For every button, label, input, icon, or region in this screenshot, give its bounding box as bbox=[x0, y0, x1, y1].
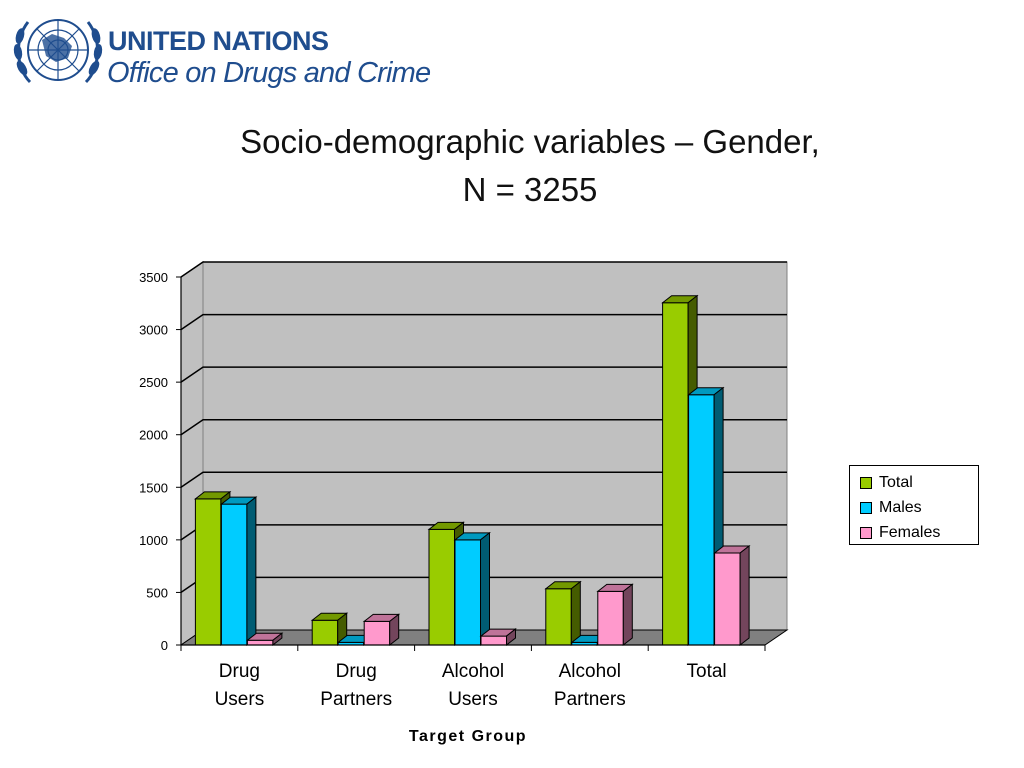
bar-front bbox=[194, 498, 222, 646]
gridline bbox=[180, 418, 787, 436]
slide-title-line-2: N = 3255 bbox=[462, 171, 598, 208]
y-tick-label: 2000 bbox=[139, 428, 168, 443]
legend-label: Males bbox=[879, 498, 922, 516]
y-tick-label: 3500 bbox=[139, 270, 168, 285]
legend-swatch bbox=[860, 476, 872, 489]
bar-front bbox=[662, 302, 689, 646]
x-tick-label: Users bbox=[215, 689, 265, 710]
legend-item: Females bbox=[860, 520, 978, 545]
bar bbox=[687, 386, 725, 647]
bar-side bbox=[246, 496, 257, 647]
bar-side bbox=[622, 583, 633, 647]
bar-side bbox=[506, 628, 516, 647]
legend-swatch bbox=[860, 526, 872, 539]
bar-front bbox=[714, 552, 741, 646]
chart-gridlines bbox=[180, 261, 787, 594]
y-tick-label: 1000 bbox=[139, 533, 168, 548]
y-tick-label: 3000 bbox=[139, 323, 168, 338]
bar-front bbox=[246, 639, 274, 646]
legend-item: Total bbox=[860, 470, 978, 495]
un-emblem-icon bbox=[13, 19, 103, 84]
bar-front bbox=[363, 620, 391, 646]
x-tick-label: Alcohol bbox=[559, 661, 621, 682]
x-tick-label: Drug bbox=[336, 661, 377, 682]
bar-front bbox=[480, 635, 507, 646]
bar bbox=[453, 531, 491, 647]
gridline bbox=[180, 471, 787, 488]
x-axis-title: Target Group bbox=[409, 728, 527, 745]
bar bbox=[362, 613, 401, 647]
bar-front bbox=[220, 503, 248, 646]
bar bbox=[544, 580, 582, 647]
bar-front bbox=[454, 539, 481, 646]
y-tick-label: 0 bbox=[161, 638, 168, 653]
bar-side bbox=[570, 580, 581, 647]
x-tick-label: Users bbox=[448, 689, 498, 710]
bar-front bbox=[545, 588, 572, 646]
bar-side bbox=[480, 531, 490, 647]
bar bbox=[245, 632, 284, 647]
gridline bbox=[180, 366, 787, 383]
x-tick-label: Total bbox=[687, 661, 727, 682]
unodc-logo: UNITED NATIONS Office on Drugs and Crime bbox=[12, 10, 452, 92]
bar bbox=[713, 544, 751, 647]
gridline bbox=[180, 261, 787, 278]
bar-side bbox=[739, 544, 750, 647]
bar-side bbox=[389, 613, 400, 647]
x-tick-label: Alcohol bbox=[442, 661, 504, 682]
bar bbox=[479, 628, 517, 647]
y-tick-label: 500 bbox=[146, 585, 168, 600]
bar-front bbox=[597, 590, 624, 646]
legend-label: Total bbox=[879, 473, 913, 491]
slide-title: Socio-demographic variables – Gender, N … bbox=[180, 118, 880, 214]
bar-side bbox=[272, 632, 283, 647]
bar bbox=[596, 583, 634, 647]
x-tick-label: Partners bbox=[554, 689, 626, 710]
slide-title-line-1: Socio-demographic variables – Gender, bbox=[240, 123, 820, 160]
y-tick-label: 2500 bbox=[139, 375, 168, 390]
chart-legend: Total Males Females bbox=[849, 465, 979, 545]
chart-bars bbox=[193, 294, 751, 647]
bar bbox=[310, 612, 349, 647]
bar-front bbox=[428, 528, 455, 646]
x-axis: Drug Users Drug Partners Alcohol Users Alcohol… bbox=[180, 644, 766, 710]
legend-item: Males bbox=[860, 495, 978, 520]
bar-front bbox=[688, 394, 715, 646]
office-name: Office on Drugs and Crime bbox=[107, 57, 431, 89]
y-tick-label: 1500 bbox=[139, 480, 168, 495]
legend-swatch bbox=[860, 501, 872, 514]
y-axis: 0 500 1000 1500 2000 2500 3000 3500 bbox=[139, 270, 182, 653]
x-tick-label: Drug bbox=[219, 661, 260, 682]
bar-front bbox=[311, 619, 339, 646]
legend-label: Females bbox=[879, 523, 941, 541]
bar bbox=[219, 496, 258, 647]
org-name: UNITED NATIONS bbox=[108, 26, 329, 56]
x-tick-label: Partners bbox=[320, 689, 392, 710]
gridline bbox=[180, 313, 787, 331]
